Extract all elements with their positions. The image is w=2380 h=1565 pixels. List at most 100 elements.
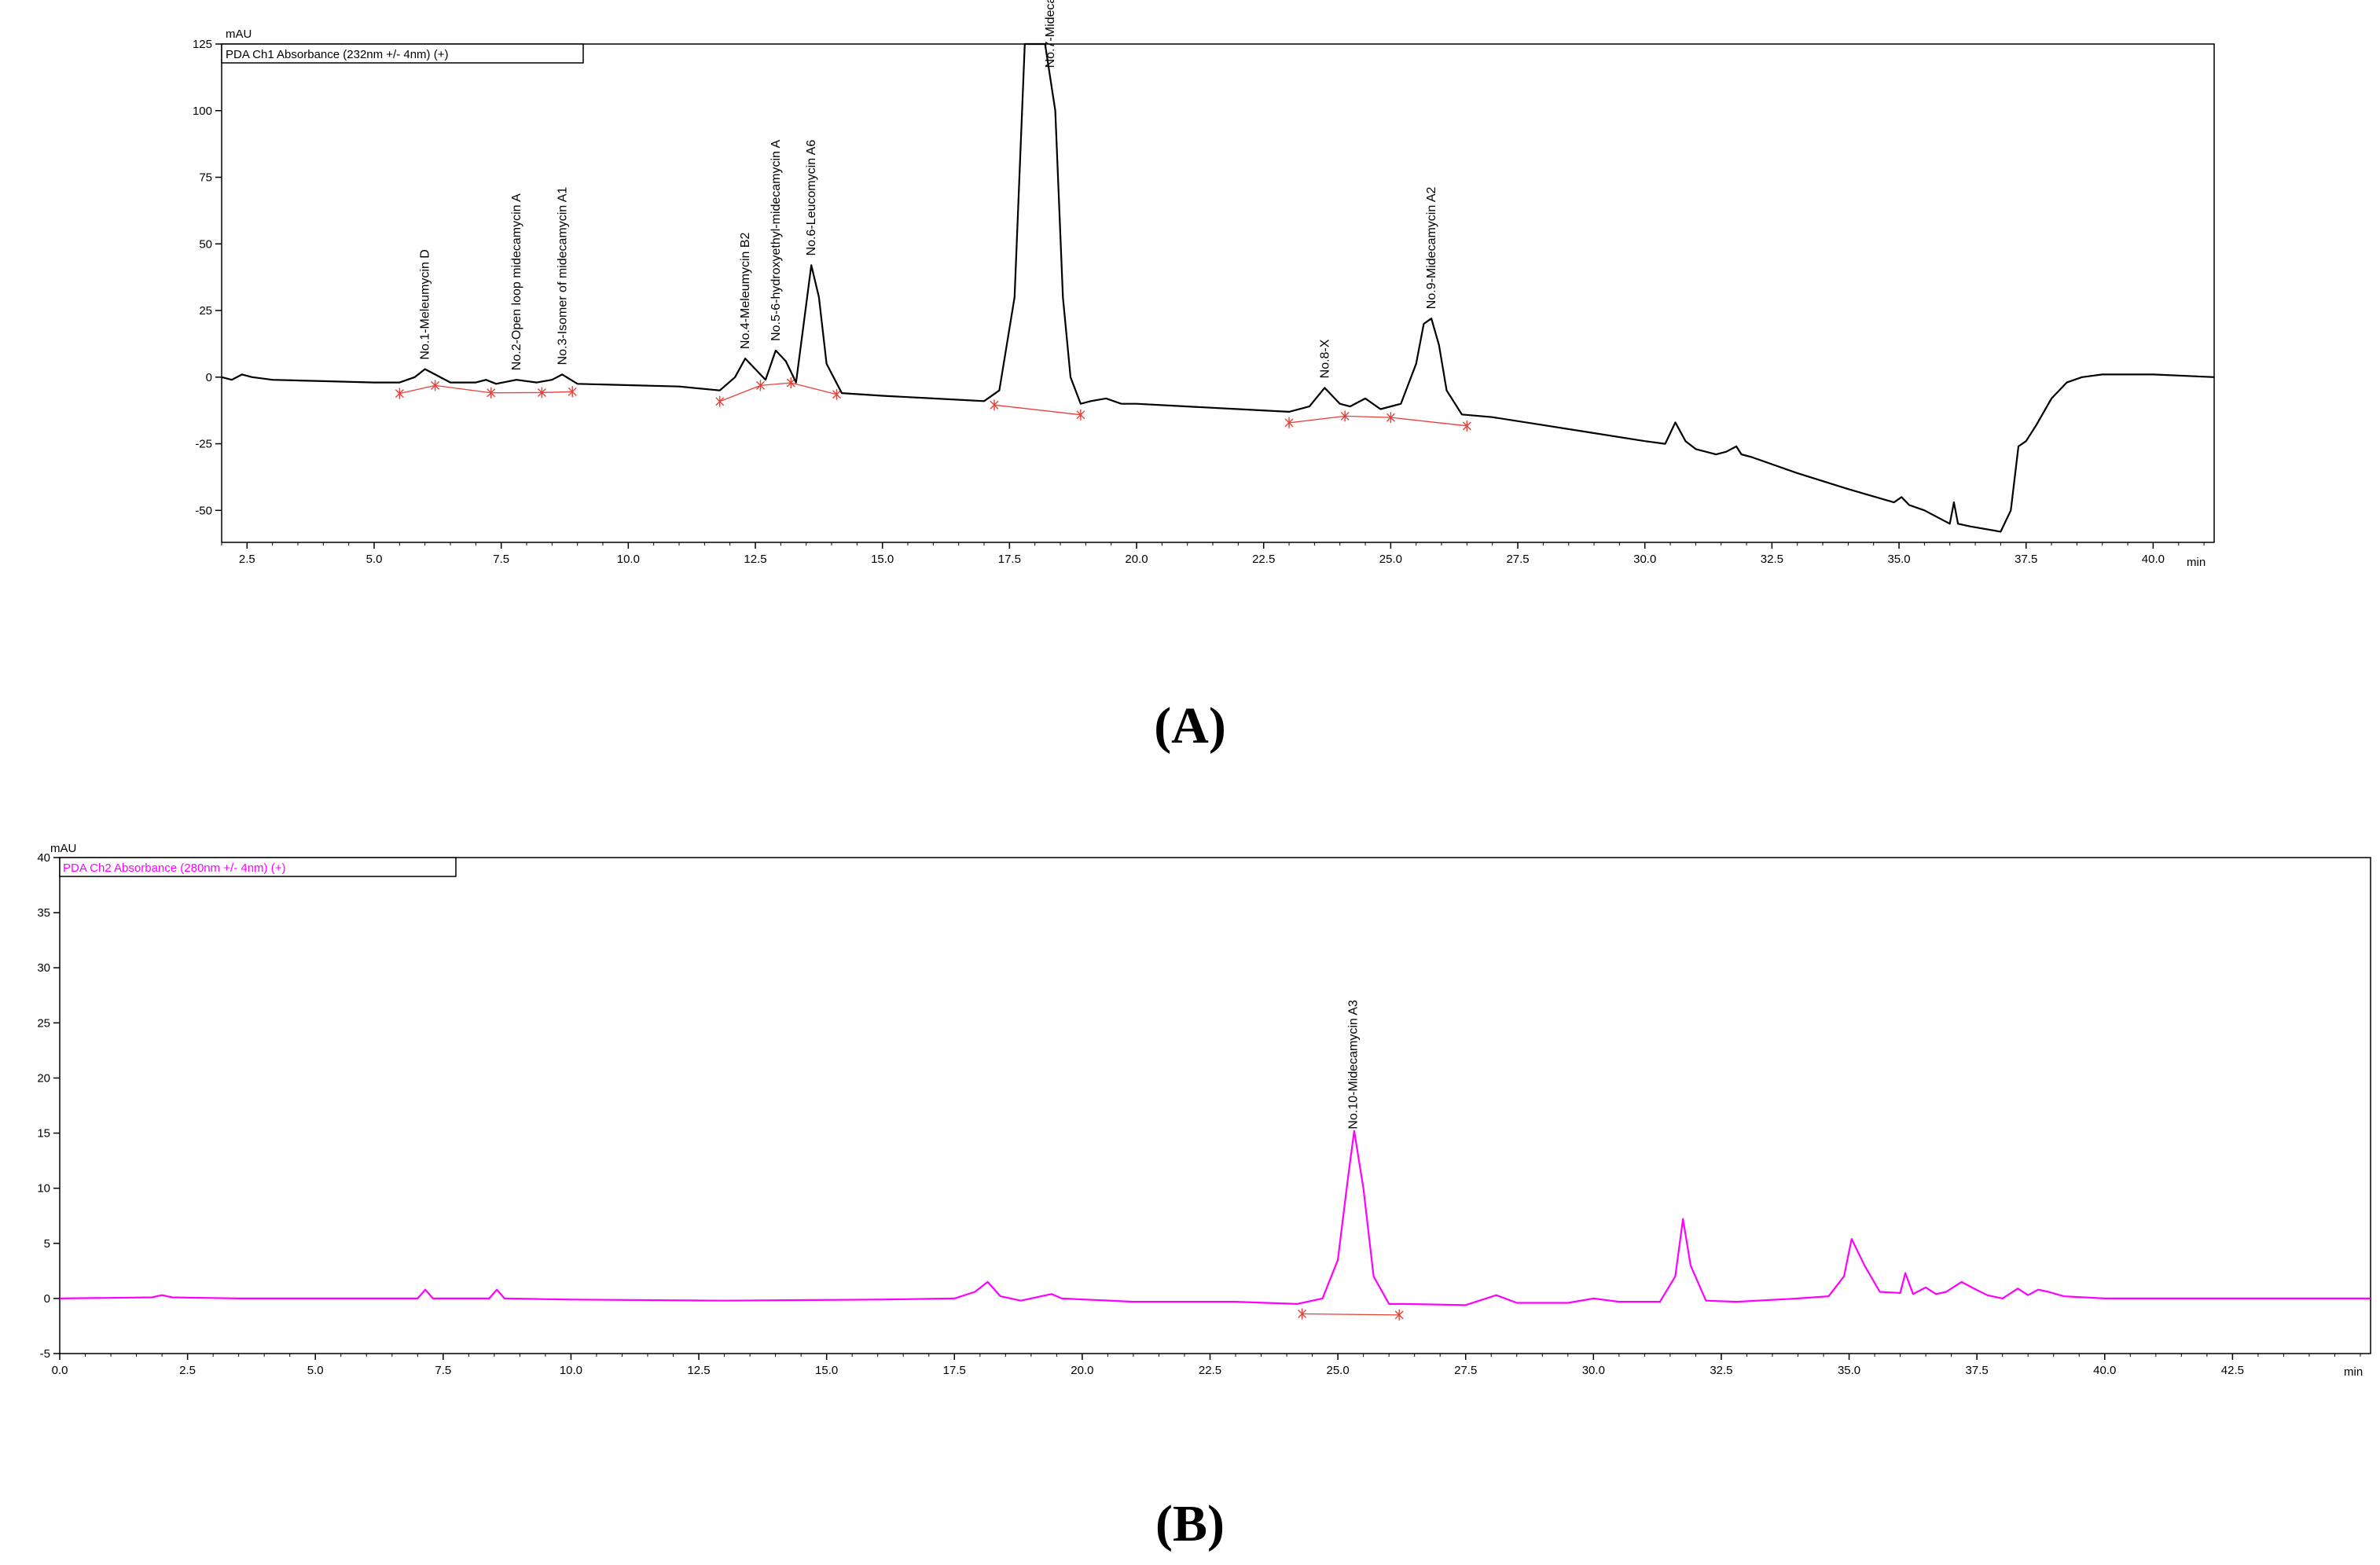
- peak-label-a: No.8-X: [1318, 339, 1331, 378]
- axes-a: 2.5 5.0 7.5 10.0 12.5 15.0 17.5 20.0 22.5 25.0 27.…: [193, 38, 2205, 566]
- x-tick-label-a: 22.5: [1252, 553, 1275, 566]
- x-tick-label-b: 7.5: [435, 1364, 451, 1377]
- y-axis-unit-a: mAU: [226, 28, 252, 41]
- integration-marker-a: [990, 399, 999, 411]
- integration-baseline-a: [760, 382, 791, 387]
- chart-panel-b: 0.0 2.5 5.0 7.5 10.0 12.5 15.0 17.5 20.0 22.5 25.0…: [37, 842, 2371, 1379]
- y-tick-label-b: 5: [44, 1237, 50, 1251]
- legend-text-a: PDA Ch1 Absorbance (232nm +/- 4nm) (+): [226, 48, 448, 61]
- x-tick-label-b: 30.0: [1582, 1364, 1605, 1377]
- y-tick-label-b: 10: [37, 1182, 50, 1196]
- integration-marker-a: [431, 380, 440, 391]
- legend-box-a: [221, 43, 584, 64]
- integration-marker-a: [715, 395, 725, 407]
- integration-baseline-a: [1288, 415, 1346, 424]
- integration-baseline-a: [791, 382, 837, 395]
- peak-label-a: No.3-Isomer of midecamycin A1: [556, 187, 569, 366]
- y-axis-unit-b: mAU: [50, 842, 76, 855]
- integration-marker-a: [537, 387, 546, 399]
- x-tick-label-a: 25.0: [1379, 553, 1402, 566]
- y-tick-label-b: 25: [37, 1016, 50, 1030]
- peak-labels-b: No.10-Midecamycin A3: [1347, 1000, 1361, 1130]
- peak-label-a: No.5-6-hydroxyethyl-midecamycin A: [769, 139, 783, 340]
- x-tick-label-b: 37.5: [1966, 1364, 1989, 1377]
- x-axis-unit-b: min: [2344, 1365, 2363, 1379]
- x-tick-label-b: 32.5: [1710, 1364, 1732, 1377]
- x-tick-label-b: 40.0: [2093, 1364, 2116, 1377]
- x-tick-label-b: 15.0: [815, 1364, 838, 1377]
- integration-baseline-a: [435, 384, 491, 394]
- integration-marker-a: [1076, 409, 1085, 421]
- y-tick-label-a: 25: [199, 304, 212, 318]
- y-tick-label-a: -25: [195, 438, 212, 451]
- integration-markers-a: [395, 377, 1471, 432]
- y-tick-label-a: 100: [193, 105, 212, 118]
- chromatogram-trace-b: [59, 1130, 2371, 1306]
- integration-baseline-a: [719, 384, 761, 402]
- x-tick-label-b: 25.0: [1327, 1364, 1350, 1377]
- x-tick-label-b: 0.0: [52, 1364, 68, 1377]
- integration-baseline-a: [399, 384, 435, 395]
- x-tick-label-a: 35.0: [1887, 553, 1910, 566]
- y-tick-label-b: 0: [44, 1292, 50, 1306]
- plot-area-b: [59, 857, 2371, 1354]
- integration-markers-b: [1298, 1308, 1404, 1321]
- legend-box-b: [59, 857, 457, 877]
- peak-label-a: No.6-Leucomycin A6: [805, 140, 818, 256]
- axes-b: 0.0 2.5 5.0 7.5 10.0 12.5 15.0 17.5 20.0 22.5 25.0…: [37, 851, 2361, 1377]
- integration-marker-a: [1284, 417, 1294, 428]
- peak-label-a: No.4-Meleumycin B2: [739, 232, 752, 349]
- y-tick-label-a: 0: [206, 371, 212, 384]
- integration-marker-a: [755, 380, 765, 391]
- integration-marker-b: [1298, 1308, 1307, 1320]
- panel-caption-b: (B): [1155, 1495, 1225, 1552]
- peak-label-a: No.9-Midecamycin A2: [1425, 186, 1438, 309]
- x-axis-unit-a: min: [2187, 556, 2206, 569]
- peak-label-a: No.7-Midecamycin A1: [1044, 0, 1057, 68]
- y-tick-label-b: 40: [37, 851, 50, 865]
- y-tick-label-b: 15: [37, 1127, 50, 1141]
- x-tick-label-a: 5.0: [366, 553, 383, 566]
- x-tick-label-b: 20.0: [1071, 1364, 1093, 1377]
- integration-baseline-a: [1345, 415, 1391, 418]
- x-tick-label-b: 17.5: [943, 1364, 966, 1377]
- x-tick-label-a: 7.5: [493, 553, 509, 566]
- integration-baseline-a: [542, 391, 573, 394]
- integration-marker-a: [1340, 410, 1350, 422]
- chart-panel-a: 2.5 5.0 7.5 10.0 12.5 15.0 17.5 20.0 22.5 25.0 27.…: [193, 0, 2215, 569]
- x-tick-label-a: 12.5: [744, 553, 766, 566]
- y-tick-label-b: 20: [37, 1071, 50, 1085]
- x-tick-label-a: 40.0: [2142, 553, 2165, 566]
- x-tick-label-b: 35.0: [1838, 1364, 1860, 1377]
- y-tick-label-a: 50: [199, 237, 212, 251]
- x-tick-label-a: 32.5: [1761, 553, 1783, 566]
- peak-label-b: No.10-Midecamycin A3: [1347, 1000, 1361, 1130]
- y-tick-label-b: -5: [40, 1347, 50, 1361]
- plot-area-a: [221, 43, 2215, 543]
- y-tick-label-a: -50: [195, 504, 212, 517]
- x-tick-label-b: 10.0: [560, 1364, 582, 1377]
- legend-text-b: PDA Ch2 Absorbance (280nm +/- 4nm) (+): [63, 861, 285, 875]
- peak-labels-a: No.1-Meleumycin D No.2-Open loop midecamy…: [419, 0, 1438, 378]
- x-tick-label-a: 15.0: [871, 553, 894, 566]
- x-tick-label-a: 27.5: [1506, 553, 1529, 566]
- x-tick-label-b: 42.5: [2221, 1364, 2244, 1377]
- peak-label-a: No.2-Open loop midecamycin A: [510, 193, 523, 370]
- y-tick-label-a: 75: [199, 171, 212, 185]
- x-tick-label-b: 2.5: [179, 1364, 196, 1377]
- integration-baseline-b: [1302, 1313, 1400, 1316]
- x-tick-label-a: 30.0: [1633, 553, 1656, 566]
- integration-marker-a: [786, 377, 795, 389]
- y-tick-label-a: 125: [193, 38, 212, 51]
- integration-marker-a: [567, 386, 577, 398]
- peak-label-a: No.1-Meleumycin D: [419, 249, 432, 359]
- y-tick-label-b: 35: [37, 906, 50, 920]
- integration-baseline-a: [1390, 417, 1467, 427]
- x-tick-label-a: 10.0: [617, 553, 640, 566]
- integration-marker-b: [1394, 1309, 1404, 1321]
- integration-marker-a: [487, 387, 496, 399]
- x-tick-label-b: 5.0: [307, 1364, 324, 1377]
- y-tick-label-b: 30: [37, 961, 50, 975]
- integration-baseline-a: [994, 404, 1081, 416]
- x-tick-label-a: 20.0: [1125, 553, 1148, 566]
